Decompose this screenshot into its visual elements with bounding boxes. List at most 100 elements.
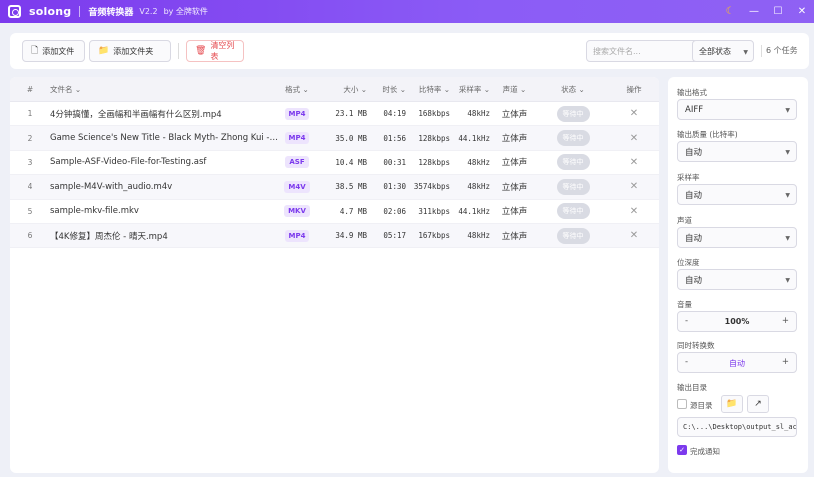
file-samplerate: 44.1kHz <box>458 206 490 216</box>
open-folder-button[interactable]: ↗ <box>747 395 769 413</box>
file-channels: 立体声 <box>501 158 528 169</box>
delete-row-icon[interactable]: ✕ <box>629 108 639 120</box>
chevron-down-icon: ▼ <box>785 235 790 242</box>
close-icon[interactable]: ✕ <box>797 6 807 17</box>
delete-row-icon[interactable]: ✕ <box>629 230 639 242</box>
format-badge: ASF <box>285 156 309 169</box>
title-separator <box>79 6 81 17</box>
browse-folder-button[interactable]: 📁 <box>721 395 743 413</box>
file-channels: 立体声 <box>501 231 528 242</box>
output-format-select[interactable]: AIFF ▼ <box>677 99 797 120</box>
file-duration: 05:17 <box>383 231 406 241</box>
row-index: 1 <box>27 109 33 119</box>
concurrency-increase-button[interactable]: + <box>781 357 789 367</box>
file-size: 34.9 MB <box>335 231 367 241</box>
file-bitrate: 3574kbps <box>413 182 450 192</box>
delete-row-icon[interactable]: ✕ <box>629 132 639 144</box>
app-author: by 全牌软件 <box>163 7 208 16</box>
status-cell: 等待中 <box>537 130 609 147</box>
toolbar: 🗋 添加文件 📁 添加文件夹 🗑 清空列表 全部状态 ▼ 6 个任务 <box>10 33 809 69</box>
row-index: 4 <box>27 182 33 192</box>
maximize-icon[interactable]: ☐ <box>773 6 783 17</box>
folder-icon: 📁 <box>726 399 738 409</box>
status-cell: 等待中 <box>537 178 609 195</box>
row-index: 5 <box>27 206 33 216</box>
clear-list-button[interactable]: 🗑 清空列表 <box>186 40 244 62</box>
notify-label: 完成通知 <box>690 447 720 456</box>
header-samplerate[interactable]: 采样率 ⌄ <box>458 84 490 94</box>
file-name: 【4K修复】周杰伦 - 晴天.mp4 <box>50 231 168 242</box>
format-badge: M4V <box>284 180 310 193</box>
notify-checkbox[interactable]: ✓ <box>677 445 687 455</box>
header-bitrate[interactable]: 比特率 ⌄ <box>418 84 450 94</box>
file-name: 4分钟搞懂，全画幅和半画幅有什么区别.mp4 <box>50 109 222 120</box>
header-name[interactable]: 文件名 ⌄ <box>50 84 82 94</box>
status-badge: 等待中 <box>556 105 590 122</box>
volume-increase-button[interactable]: + <box>781 316 789 326</box>
file-bitrate: 128kbps <box>418 157 450 167</box>
external-link-icon: ↗ <box>754 399 762 409</box>
header-actions: 操作 <box>626 84 642 94</box>
app-logo-icon <box>8 5 21 18</box>
volume-value: 100% <box>724 317 750 326</box>
format-badge: MP4 <box>284 107 310 120</box>
add-file-button[interactable]: 🗋 添加文件 <box>22 40 85 62</box>
add-folder-button[interactable]: 📁 添加文件夹 <box>89 40 171 62</box>
channels-value: 自动 <box>685 233 703 244</box>
table-row[interactable]: 1 4分钟搞懂，全画幅和半画幅有什么区别.mp4 MP4 23.1 MB 04:19 16… <box>10 102 659 127</box>
samplerate-select[interactable]: 自动 ▼ <box>677 184 797 205</box>
file-samplerate: 44.1kHz <box>458 133 490 143</box>
source-dir-checkbox[interactable] <box>677 399 687 409</box>
status-badge: 等待中 <box>556 227 590 244</box>
file-bitrate: 311kbps <box>418 206 450 216</box>
header-status[interactable]: 状态 ⌄ <box>561 84 585 94</box>
table-body: 1 4分钟搞懂，全画幅和半画幅有什么区别.mp4 MP4 23.1 MB 04:19 16… <box>10 102 659 249</box>
table-row[interactable]: 3 Sample-ASF-Video-File-for-Testing.asf AS… <box>10 151 659 176</box>
delete-row-icon[interactable]: ✕ <box>629 156 639 168</box>
format-cell: ASF <box>278 156 316 169</box>
file-size: 4.7 MB <box>339 206 367 216</box>
status-badge: 等待中 <box>556 203 590 220</box>
delete-row-icon[interactable]: ✕ <box>629 205 639 217</box>
format-cell: MP4 <box>278 107 316 120</box>
table-row[interactable]: 4 sample-M4V-with_audio.m4v M4V 38.5 MB 01:3… <box>10 175 659 200</box>
minimize-icon[interactable]: — <box>749 6 759 17</box>
file-samplerate: 48kHz <box>467 182 490 192</box>
file-size: 23.1 MB <box>335 109 367 119</box>
format-badge: MP4 <box>284 132 310 145</box>
trash-icon: 🗑 <box>195 46 207 56</box>
file-duration: 00:31 <box>383 157 406 167</box>
header-size[interactable]: 大小 ⌄ <box>343 84 367 94</box>
bitdepth-value: 自动 <box>685 275 703 286</box>
table-row[interactable]: 6 【4K修复】周杰伦 - 晴天.mp4 MP4 34.9 MB 05:17 167kbp… <box>10 223 659 249</box>
window-controls: ☾ — ☐ ✕ <box>718 0 814 23</box>
concurrency-label: 同时转换数 <box>677 341 715 350</box>
output-format-label: 输出格式 <box>677 88 707 97</box>
format-badge: MP4 <box>284 229 310 242</box>
status-filter-select[interactable]: 全部状态 ▼ <box>692 40 754 62</box>
search-input[interactable] <box>586 40 698 62</box>
check-icon: ✓ <box>679 446 685 454</box>
bitdepth-select[interactable]: 自动 ▼ <box>677 269 797 290</box>
folder-icon: 📁 <box>98 46 110 56</box>
concurrency-decrease-button[interactable]: - <box>685 357 689 367</box>
format-cell: MKV <box>278 205 316 218</box>
header-format[interactable]: 格式 ⌄ <box>285 84 309 94</box>
header-channels[interactable]: 声道 ⌄ <box>502 84 527 94</box>
samplerate-value: 自动 <box>685 190 703 201</box>
theme-toggle-moon-icon[interactable]: ☾ <box>725 6 735 17</box>
delete-row-icon[interactable]: ✕ <box>629 181 639 193</box>
status-badge: 等待中 <box>556 130 590 147</box>
channels-select[interactable]: 自动 ▼ <box>677 227 797 248</box>
status-cell: 等待中 <box>537 227 609 244</box>
format-cell: M4V <box>278 180 316 193</box>
table-row[interactable]: 2 Game Science's New Title - Black Myth- … <box>10 126 659 151</box>
quality-select[interactable]: 自动 ▼ <box>677 141 797 162</box>
file-size: 38.5 MB <box>335 182 367 192</box>
app-subtitle: 音频转换器 <box>88 8 134 18</box>
table-row[interactable]: 5 sample-mkv-file.mkv MKV 4.7 MB 02:06 311kbp… <box>10 200 659 224</box>
output-path-field[interactable]: C:\...\Desktop\output_sl_ac <box>677 417 797 437</box>
header-duration[interactable]: 时长 ⌄ <box>382 84 406 94</box>
volume-decrease-button[interactable]: - <box>685 316 689 326</box>
file-name: sample-M4V-with_audio.m4v <box>50 181 173 192</box>
